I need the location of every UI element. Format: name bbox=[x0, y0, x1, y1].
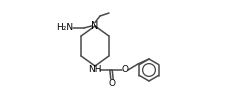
Text: O: O bbox=[122, 66, 129, 74]
Text: O: O bbox=[108, 79, 115, 88]
Text: H₂N: H₂N bbox=[56, 23, 74, 32]
Text: NH: NH bbox=[88, 66, 102, 74]
Text: N: N bbox=[91, 21, 99, 31]
